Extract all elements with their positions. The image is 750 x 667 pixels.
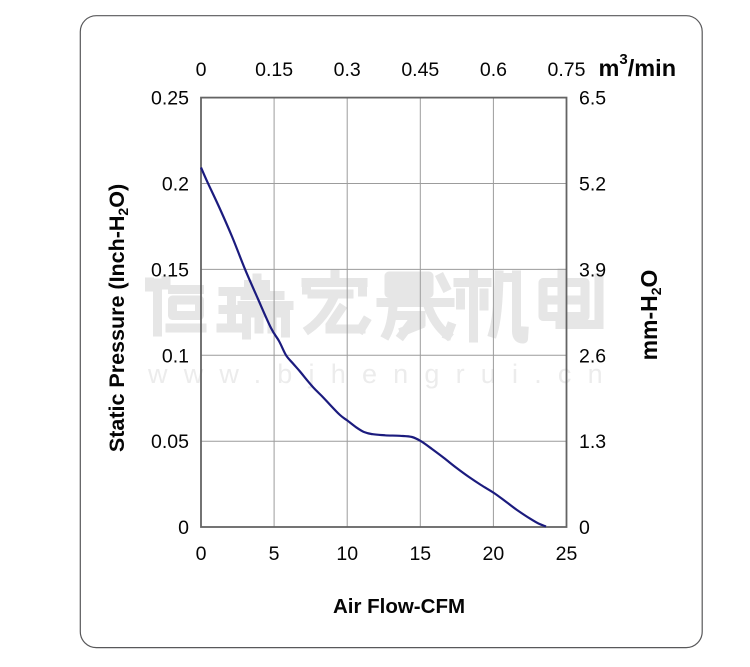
svg-text:5.2: 5.2 bbox=[579, 174, 606, 196]
svg-text:www.bjhengrui.cn: www.bjhengrui.cn bbox=[147, 359, 619, 389]
svg-text:0.45: 0.45 bbox=[401, 59, 439, 81]
svg-text:5: 5 bbox=[269, 543, 280, 565]
svg-text:0.1: 0.1 bbox=[162, 345, 189, 367]
svg-text:25: 25 bbox=[556, 543, 578, 565]
svg-text:0.05: 0.05 bbox=[151, 431, 189, 453]
svg-text:0: 0 bbox=[196, 59, 207, 81]
svg-text:0.15: 0.15 bbox=[255, 59, 293, 81]
svg-text:10: 10 bbox=[336, 543, 358, 565]
svg-text:2.6: 2.6 bbox=[579, 345, 606, 367]
svg-text:1.3: 1.3 bbox=[579, 431, 606, 453]
svg-text:0: 0 bbox=[196, 543, 207, 565]
svg-text:Static Pressure (Inch-H2O): Static Pressure (Inch-H2O) bbox=[105, 184, 131, 452]
svg-text:3.9: 3.9 bbox=[579, 259, 606, 281]
svg-text:15: 15 bbox=[409, 543, 431, 565]
svg-text:0.15: 0.15 bbox=[151, 259, 189, 281]
svg-text:0.25: 0.25 bbox=[151, 88, 189, 110]
svg-text:20: 20 bbox=[483, 543, 505, 565]
svg-text:0: 0 bbox=[579, 517, 590, 539]
svg-text:0.3: 0.3 bbox=[334, 59, 361, 81]
svg-text:0.6: 0.6 bbox=[480, 59, 507, 81]
svg-text:0: 0 bbox=[178, 517, 189, 539]
svg-text:6.5: 6.5 bbox=[579, 88, 606, 110]
svg-text:Air Flow-CFM: Air Flow-CFM bbox=[333, 595, 465, 618]
svg-text:mm-H2O: mm-H2O bbox=[636, 270, 664, 361]
svg-text:0.2: 0.2 bbox=[162, 174, 189, 196]
svg-text:0.75: 0.75 bbox=[548, 59, 586, 81]
svg-text:m3/min: m3/min bbox=[599, 51, 677, 81]
